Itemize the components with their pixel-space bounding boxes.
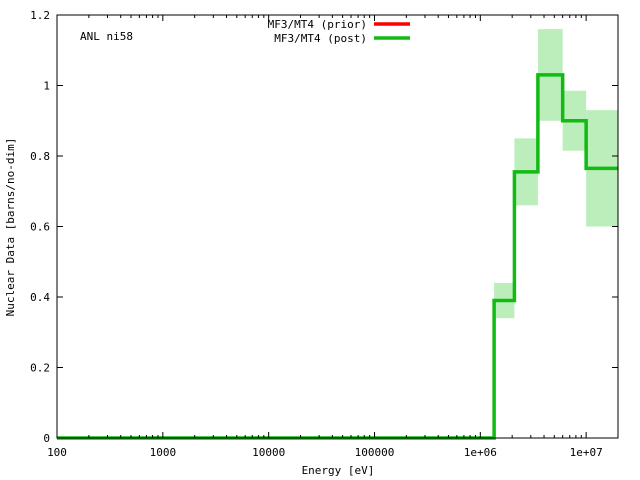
x-axis-ticks: 100 1000 10000 100000 1e+06 1e+07	[47, 15, 603, 459]
y-tick-label: 0.2	[30, 362, 50, 375]
y-tick-label: 0.8	[30, 150, 50, 163]
y-tick-label: 1	[43, 80, 50, 93]
y-tick-label: 0	[43, 432, 50, 445]
plot-annotation: ANL ni58	[80, 30, 133, 43]
x-tick-label: 1000	[150, 446, 177, 459]
y-axis-label: Nuclear Data [barns/no-dim]	[4, 138, 17, 317]
legend-label: MF3/MT4 (post)	[274, 32, 367, 45]
x-axis-label: Energy [eV]	[302, 464, 375, 477]
y-tick-label: 0.4	[30, 291, 50, 304]
x-tick-label: 1e+06	[464, 446, 497, 459]
y-tick-label: 0.6	[30, 221, 50, 234]
x-tick-label: 100000	[355, 446, 395, 459]
x-tick-label: 1e+07	[570, 446, 603, 459]
y-axis-ticks: 0 0.2 0.4 0.6 0.8 1 1.2	[30, 9, 618, 445]
x-tick-label: 100	[47, 446, 67, 459]
legend-label: MF3/MT4 (prior)	[268, 18, 367, 31]
x-tick-label: 10000	[252, 446, 285, 459]
series-step-line	[57, 73, 618, 440]
plot-frame	[56, 14, 619, 439]
series-lines	[57, 73, 618, 440]
y-tick-label: 1.2	[30, 9, 50, 22]
legend: MF3/MT4 (prior)MF3/MT4 (post)	[268, 18, 410, 45]
